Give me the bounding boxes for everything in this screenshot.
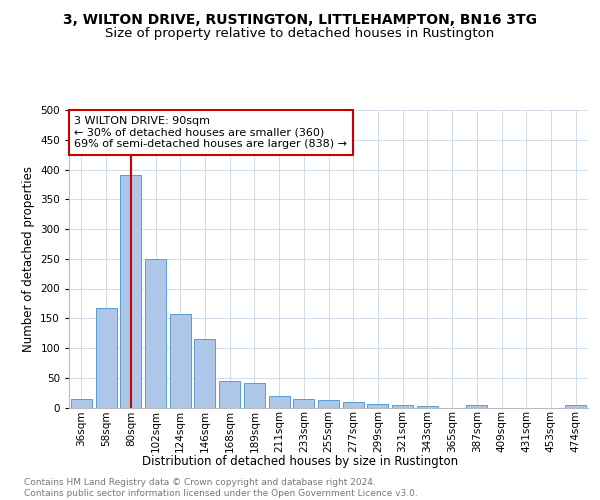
Bar <box>367 404 388 407</box>
Bar <box>318 400 339 407</box>
Text: Distribution of detached houses by size in Rustington: Distribution of detached houses by size … <box>142 455 458 468</box>
Text: 3 WILTON DRIVE: 90sqm
← 30% of detached houses are smaller (360)
69% of semi-det: 3 WILTON DRIVE: 90sqm ← 30% of detached … <box>74 116 347 149</box>
Text: Size of property relative to detached houses in Rustington: Size of property relative to detached ho… <box>106 28 494 40</box>
Bar <box>145 260 166 408</box>
Bar <box>293 398 314 407</box>
Text: 3, WILTON DRIVE, RUSTINGTON, LITTLEHAMPTON, BN16 3TG: 3, WILTON DRIVE, RUSTINGTON, LITTLEHAMPT… <box>63 12 537 26</box>
Bar <box>219 382 240 407</box>
Bar <box>71 398 92 407</box>
Bar <box>120 176 141 408</box>
Text: Contains HM Land Registry data © Crown copyright and database right 2024.
Contai: Contains HM Land Registry data © Crown c… <box>24 478 418 498</box>
Bar <box>244 383 265 407</box>
Bar <box>417 406 438 408</box>
Bar <box>95 308 116 408</box>
Bar <box>194 339 215 407</box>
Bar <box>170 314 191 408</box>
Bar <box>392 405 413 407</box>
Bar <box>343 402 364 407</box>
Bar <box>466 404 487 407</box>
Bar <box>269 396 290 407</box>
Bar <box>565 404 586 407</box>
Y-axis label: Number of detached properties: Number of detached properties <box>22 166 35 352</box>
